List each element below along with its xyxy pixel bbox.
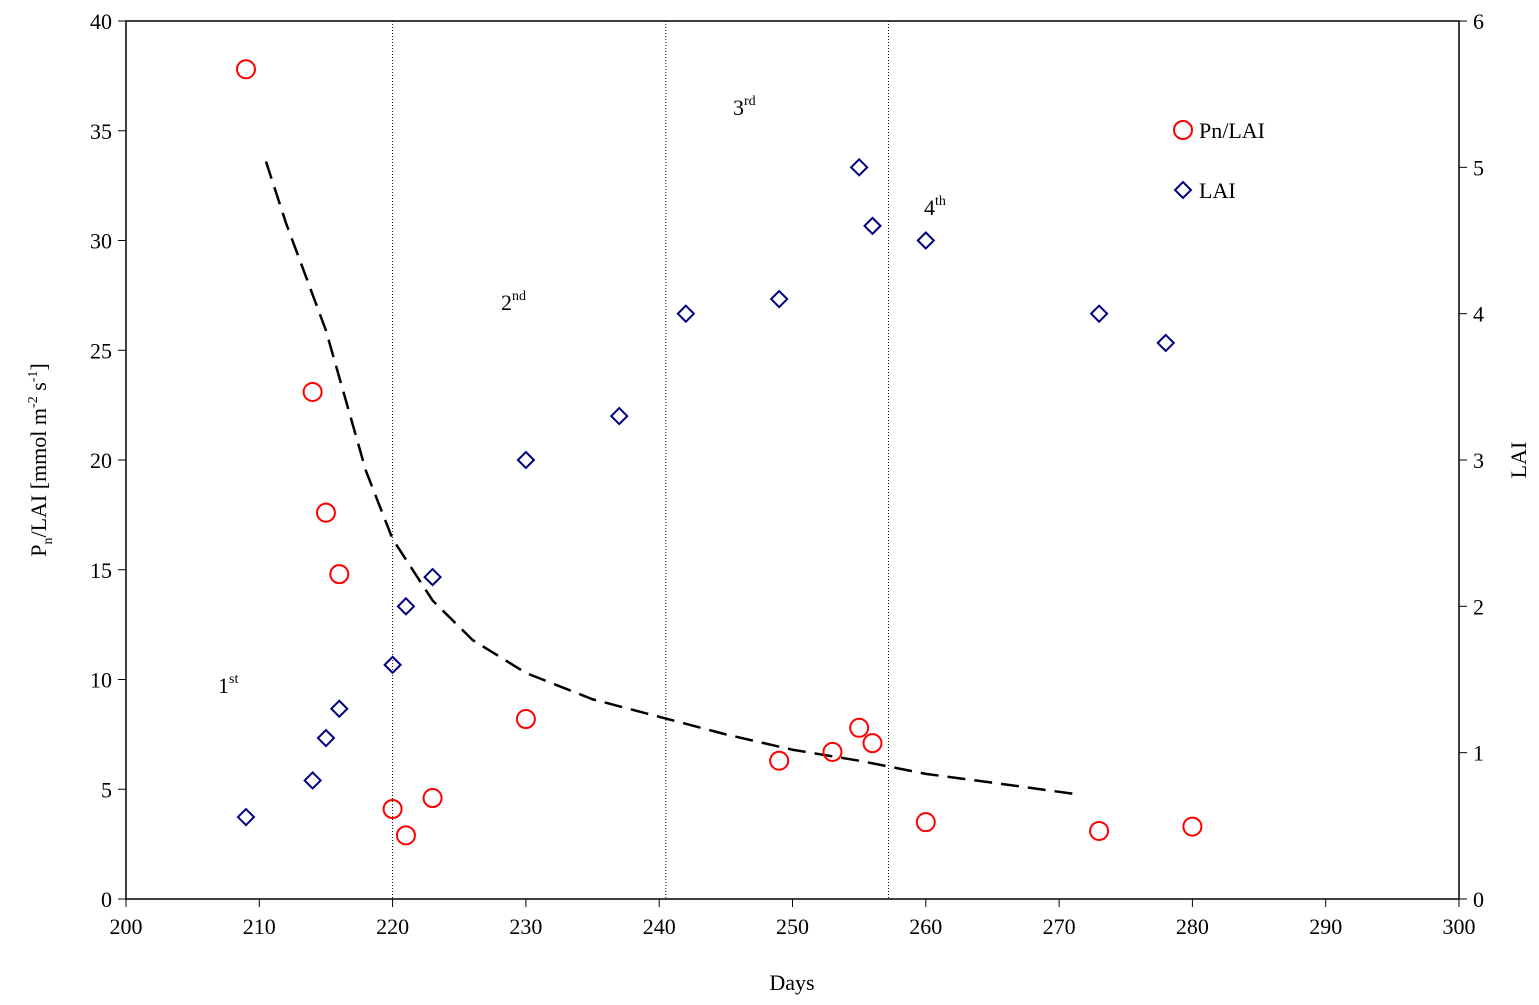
y-axis-label: Pn/LAI [mmol m-2 s-1] (26, 363, 56, 557)
y2-tick-label: 1 (1473, 741, 1484, 766)
point (329, 564, 350, 585)
y2-tick-label: 2 (1473, 594, 1484, 619)
y2-axis-label: LAI (1506, 442, 1531, 479)
y2-tick-label: 6 (1473, 9, 1484, 34)
point (316, 728, 336, 748)
fit-curve (264, 161, 1073, 795)
annotation: 1st (218, 672, 238, 698)
annotation: 4th (924, 194, 946, 220)
point (915, 812, 936, 833)
y2-tick-label: 0 (1473, 887, 1484, 912)
x-tick-label: 290 (1309, 914, 1342, 939)
y2-tick-label: 5 (1473, 155, 1484, 180)
point (383, 655, 403, 675)
point (395, 825, 416, 846)
point (329, 699, 349, 719)
point (609, 406, 629, 426)
point (862, 733, 883, 754)
point (916, 231, 936, 250)
point (382, 799, 403, 820)
point (1182, 816, 1203, 837)
y2-tick-label: 3 (1473, 448, 1484, 473)
y-tick-label: 10 (90, 668, 112, 693)
annotation: 3rd (733, 94, 756, 120)
legend-marker (1173, 120, 1193, 140)
point (769, 289, 789, 309)
x-tick-label: 270 (1043, 914, 1076, 939)
y-tick-label: 25 (90, 338, 112, 363)
point (515, 709, 536, 730)
point (235, 59, 256, 80)
point (303, 771, 323, 790)
x-tick-label: 280 (1176, 914, 1209, 939)
point (769, 750, 790, 771)
point (516, 450, 536, 470)
y-tick-label: 30 (90, 229, 112, 254)
x-tick-label: 300 (1443, 914, 1476, 939)
y-tick-label: 20 (90, 448, 112, 473)
point (863, 216, 882, 236)
y-tick-label: 5 (101, 777, 112, 802)
y-tick-label: 15 (90, 558, 112, 583)
x-axis-label: Days (769, 970, 814, 995)
point (849, 157, 869, 177)
point (849, 717, 870, 738)
annotation: 2nd (501, 289, 526, 315)
x-tick-label: 220 (376, 914, 409, 939)
point (1089, 820, 1110, 841)
point (315, 502, 336, 523)
x-tick-label: 210 (243, 914, 276, 939)
legend-label: Pn/LAI (1199, 118, 1265, 143)
y-tick-label: 40 (90, 9, 112, 34)
legend-label: LAI (1199, 178, 1236, 203)
legend-marker (1173, 180, 1193, 200)
point (423, 567, 443, 587)
y-tick-label: 0 (101, 887, 112, 912)
point (676, 304, 696, 324)
x-tick-label: 250 (776, 914, 809, 939)
point (822, 741, 843, 762)
x-tick-label: 230 (509, 914, 542, 939)
point (396, 596, 416, 616)
point (236, 807, 256, 827)
point (1156, 333, 1176, 353)
y-tick-label: 35 (90, 119, 112, 144)
x-tick-label: 200 (110, 914, 143, 939)
plot-frame (125, 20, 1460, 900)
x-tick-label: 260 (909, 914, 942, 939)
point (1089, 304, 1109, 324)
x-tick-label: 240 (643, 914, 676, 939)
point (422, 788, 443, 809)
y2-tick-label: 4 (1473, 302, 1484, 327)
point (302, 381, 323, 402)
